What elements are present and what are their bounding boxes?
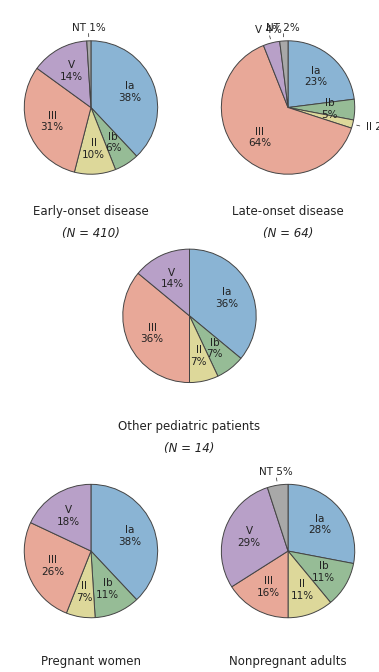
Text: V
14%: V 14% <box>60 60 83 82</box>
Wedge shape <box>91 551 136 618</box>
Wedge shape <box>74 108 116 174</box>
Text: (⁠N⁠ = 64): (⁠N⁠ = 64) <box>263 227 313 240</box>
Wedge shape <box>288 551 330 618</box>
Wedge shape <box>232 551 288 618</box>
Text: III
31%: III 31% <box>41 111 64 132</box>
Text: III
64%: III 64% <box>248 127 271 149</box>
Wedge shape <box>280 41 288 108</box>
Text: II
7%: II 7% <box>190 345 207 367</box>
Text: Ib
11%: Ib 11% <box>312 561 335 583</box>
Text: NT 2%: NT 2% <box>266 23 300 33</box>
Wedge shape <box>91 485 158 599</box>
Text: V
29%: V 29% <box>238 526 261 548</box>
Wedge shape <box>288 485 355 564</box>
Wedge shape <box>288 108 354 128</box>
Wedge shape <box>123 274 190 382</box>
Wedge shape <box>263 42 288 108</box>
Text: Ia
38%: Ia 38% <box>118 81 141 103</box>
Wedge shape <box>190 316 241 376</box>
Wedge shape <box>24 523 91 613</box>
Text: Ia
38%: Ia 38% <box>118 525 141 546</box>
Text: Ia
28%: Ia 28% <box>309 514 332 536</box>
Text: III
36%: III 36% <box>141 323 164 344</box>
Wedge shape <box>138 249 190 316</box>
Wedge shape <box>221 488 288 587</box>
Text: III
26%: III 26% <box>41 556 64 577</box>
Text: II 2%: II 2% <box>366 122 379 132</box>
Text: Pregnant women: Pregnant women <box>41 655 141 668</box>
Text: Ia
36%: Ia 36% <box>215 288 238 309</box>
Text: Early-onset disease: Early-onset disease <box>33 205 149 218</box>
Wedge shape <box>221 46 351 174</box>
Wedge shape <box>91 108 136 169</box>
Text: Other pediatric patients: Other pediatric patients <box>118 420 261 433</box>
Text: V 4%: V 4% <box>255 25 282 35</box>
Text: Late-onset disease: Late-onset disease <box>232 205 344 218</box>
Wedge shape <box>91 41 158 156</box>
Text: Ia
23%: Ia 23% <box>304 66 327 87</box>
Text: Ib
6%: Ib 6% <box>105 132 121 153</box>
Text: NT 5%: NT 5% <box>258 467 292 477</box>
Text: Ib
11%: Ib 11% <box>96 578 119 600</box>
Text: V
14%: V 14% <box>160 267 183 289</box>
Text: II
10%: II 10% <box>82 138 105 159</box>
Text: Ib
7%: Ib 7% <box>207 338 223 360</box>
Wedge shape <box>87 41 91 108</box>
Text: II
11%: II 11% <box>290 579 313 601</box>
Wedge shape <box>190 249 256 358</box>
Text: (⁠N⁠ = 410): (⁠N⁠ = 410) <box>62 227 120 240</box>
Wedge shape <box>31 485 91 551</box>
Wedge shape <box>268 485 288 551</box>
Wedge shape <box>37 41 91 108</box>
Text: V
18%: V 18% <box>57 505 80 527</box>
Wedge shape <box>190 316 218 382</box>
Text: II
7%: II 7% <box>76 581 93 603</box>
Wedge shape <box>24 69 91 172</box>
Text: III
16%: III 16% <box>257 577 280 598</box>
Text: (⁠N⁠ = 14): (⁠N⁠ = 14) <box>164 442 215 455</box>
Text: Nonpregnant adults: Nonpregnant adults <box>229 655 347 668</box>
Wedge shape <box>66 551 95 618</box>
Wedge shape <box>288 41 354 108</box>
Text: NT 1%: NT 1% <box>72 23 105 32</box>
Wedge shape <box>288 551 354 602</box>
Text: Ib
5%: Ib 5% <box>321 98 338 120</box>
Wedge shape <box>288 99 355 120</box>
